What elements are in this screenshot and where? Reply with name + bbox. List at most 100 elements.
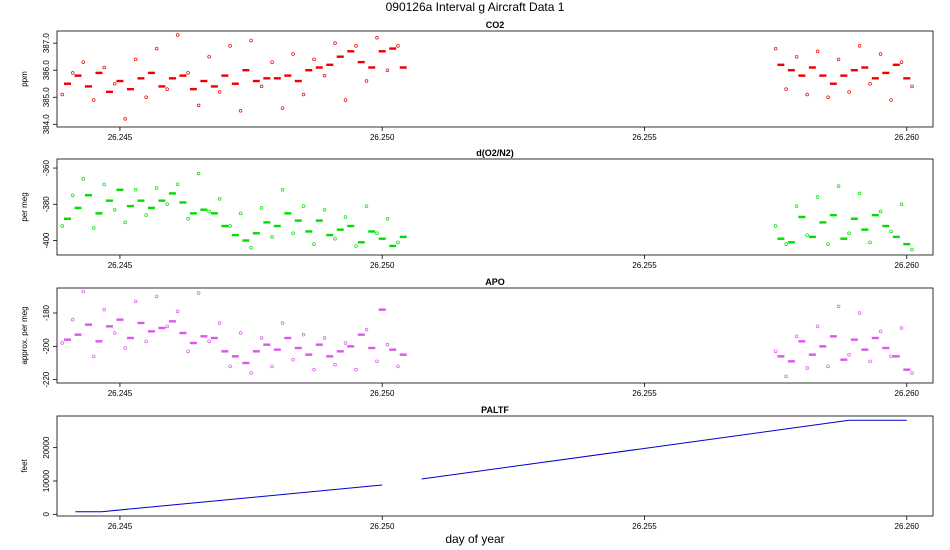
- sample-point: [343, 98, 348, 102]
- sample-point: [889, 229, 893, 234]
- sample-point: [805, 233, 809, 237]
- sample-point: [805, 92, 809, 97]
- sample-point: [91, 98, 96, 102]
- y-tick-label: 0: [42, 512, 51, 517]
- sample-point: [868, 240, 872, 245]
- panel-title: PALTF: [481, 405, 509, 415]
- x-tick-label: 26.250: [370, 133, 395, 142]
- sample-point: [228, 44, 232, 48]
- x-tick-label: 26.255: [632, 261, 657, 270]
- sample-point: [322, 73, 327, 78]
- y-tick-label: -220: [42, 371, 51, 388]
- sample-point: [910, 371, 914, 375]
- sample-point: [238, 109, 243, 113]
- sample-point: [364, 327, 369, 332]
- sample-point: [805, 366, 809, 370]
- sample-point: [154, 46, 159, 51]
- sample-point: [112, 81, 117, 86]
- x-tick-label: 26.260: [895, 133, 920, 142]
- sample-point: [175, 33, 180, 37]
- sample-point: [81, 60, 85, 64]
- sample-point: [815, 195, 820, 199]
- sample-point: [207, 339, 211, 344]
- sample-point: [270, 364, 274, 369]
- sample-point: [878, 209, 883, 214]
- sample-point: [291, 231, 295, 236]
- plot-frame: [56, 158, 934, 256]
- sample-point: [910, 84, 914, 89]
- sample-point: [249, 371, 253, 375]
- sample-point: [396, 364, 400, 369]
- sample-point: [196, 291, 201, 295]
- sample-point: [857, 311, 862, 315]
- sample-point: [280, 321, 285, 325]
- y-tick-label: 386.0: [42, 60, 51, 81]
- sample-point: [70, 71, 75, 75]
- sample-point: [291, 357, 295, 362]
- x-tick-label: 26.245: [108, 133, 133, 142]
- sample-point: [217, 321, 222, 325]
- sample-point: [207, 209, 211, 214]
- sample-point: [228, 364, 232, 369]
- sample-point: [123, 117, 127, 121]
- sample-point: [228, 224, 232, 228]
- sample-point: [375, 36, 379, 40]
- y-axis-label: feet: [20, 459, 29, 473]
- sample-point: [312, 242, 316, 246]
- y-tick-label: 387.0: [42, 33, 51, 54]
- sample-point: [889, 98, 893, 102]
- y-tick-label: 385.0: [42, 87, 51, 108]
- x-axis-label: day of year: [445, 532, 504, 546]
- sample-point: [784, 242, 788, 246]
- sample-point: [301, 92, 306, 97]
- sample-point: [899, 202, 904, 207]
- sample-point: [333, 362, 337, 367]
- sample-point: [175, 182, 180, 187]
- sample-point: [857, 44, 862, 48]
- sample-point: [878, 52, 883, 56]
- sample-point: [186, 349, 190, 354]
- panel-paltf: PALTF feet 26.245 26.250 26.255 26.260 0 10000 2…: [20, 405, 934, 531]
- sample-point: [207, 54, 211, 59]
- sample-point: [91, 354, 96, 359]
- y-tick-label: 10000: [42, 469, 51, 492]
- sample-point: [333, 236, 337, 241]
- sample-point: [878, 329, 883, 334]
- sample-point: [217, 90, 222, 94]
- sample-point: [847, 90, 851, 94]
- y-axis-label: approx. per meg: [20, 306, 29, 364]
- sample-point: [354, 244, 358, 248]
- sample-point: [333, 41, 337, 45]
- sample-point: [857, 191, 862, 196]
- x-tick-label: 26.255: [632, 133, 657, 142]
- sample-point: [70, 317, 75, 322]
- sample-point: [102, 307, 106, 312]
- sample-point: [280, 106, 285, 110]
- sample-point: [60, 341, 64, 345]
- y-tick-label: 20000: [42, 436, 51, 459]
- sample-point: [165, 324, 169, 329]
- panel-apo: APO approx. per meg 26.245 26.250 26.255 26.2…: [20, 277, 934, 398]
- sample-point: [322, 336, 327, 340]
- sample-point: [259, 336, 264, 340]
- sample-point: [217, 197, 222, 201]
- y-tick-label: -180: [42, 304, 51, 321]
- sample-point: [238, 331, 243, 335]
- sample-point: [773, 224, 778, 228]
- sample-point: [165, 87, 169, 91]
- sample-point: [249, 246, 253, 250]
- sample-point: [847, 231, 851, 236]
- sample-point: [102, 65, 106, 70]
- sample-point: [112, 331, 117, 335]
- panel-title: d(O2/N2): [476, 148, 514, 158]
- sample-point: [123, 220, 127, 225]
- sample-point: [868, 359, 872, 364]
- sample-point: [81, 289, 85, 294]
- sample-point: [270, 60, 274, 64]
- panel-title: CO2: [486, 20, 505, 30]
- sample-point: [396, 240, 400, 245]
- x-tick-label: 26.250: [370, 389, 395, 398]
- plot-frame: [56, 30, 934, 128]
- sample-point: [794, 204, 799, 208]
- sample-point: [396, 44, 400, 48]
